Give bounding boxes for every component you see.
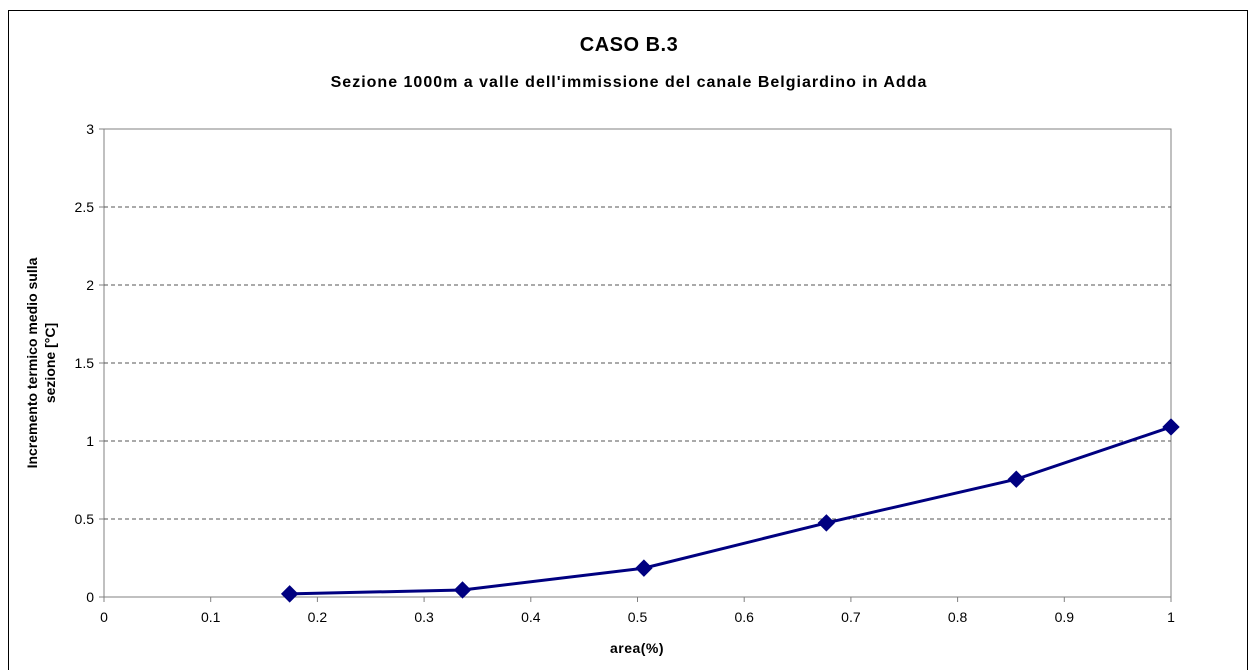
series-group — [280, 418, 1180, 603]
y-axis-ticks: 0 0.5 1 1.5 2 2.5 3 — [75, 121, 104, 605]
y-tick-label: 2.5 — [75, 199, 95, 215]
data-point-marker — [280, 585, 299, 603]
y-axis-label: Incremento termico medio sulla sezione [… — [24, 257, 58, 468]
y-axis-label-line-1: Incremento termico medio sulla — [24, 257, 40, 468]
series-line — [289, 425, 1172, 596]
x-tick-label: 0.7 — [841, 609, 861, 625]
y-tick-label: 1.5 — [75, 355, 95, 371]
data-point-marker — [1007, 470, 1025, 488]
y-tick-label: 1 — [86, 433, 94, 449]
x-tick-label: 0.4 — [521, 609, 541, 625]
x-tick-label: 0.8 — [948, 609, 968, 625]
data-point-marker — [635, 559, 653, 577]
y-tick-label: 0 — [86, 589, 94, 605]
x-tick-label: 0.6 — [734, 609, 754, 625]
data-point-marker — [453, 581, 472, 599]
x-tick-label: 0 — [100, 609, 108, 625]
chart-frame — [8, 10, 1248, 670]
y-tick-label: 2 — [86, 277, 94, 293]
x-tick-label: 0.3 — [414, 609, 434, 625]
data-point-marker — [817, 514, 836, 532]
x-axis-label: area(%) — [610, 640, 664, 656]
x-tick-label: 0.1 — [201, 609, 221, 625]
gridlines — [104, 206, 1171, 520]
x-tick-label: 0.2 — [308, 609, 328, 625]
x-axis-ticks: 0 0.1 0.2 0.3 0.4 0.5 0.6 0.7 0.8 0.9 1 — [100, 597, 1175, 625]
y-tick-label: 3 — [86, 121, 94, 137]
x-tick-label: 0.5 — [628, 609, 648, 625]
x-tick-label: 0.9 — [1055, 609, 1075, 625]
x-tick-label: 1 — [1167, 609, 1175, 625]
chart-title: CASO B.3 — [580, 34, 678, 56]
data-point-marker — [1162, 418, 1180, 436]
chart-subtitle: Sezione 1000m a valle dell'immissione de… — [331, 74, 928, 91]
y-tick-label: 0.5 — [75, 511, 95, 527]
y-axis-label-line-2: sezione [°C] — [42, 323, 58, 403]
